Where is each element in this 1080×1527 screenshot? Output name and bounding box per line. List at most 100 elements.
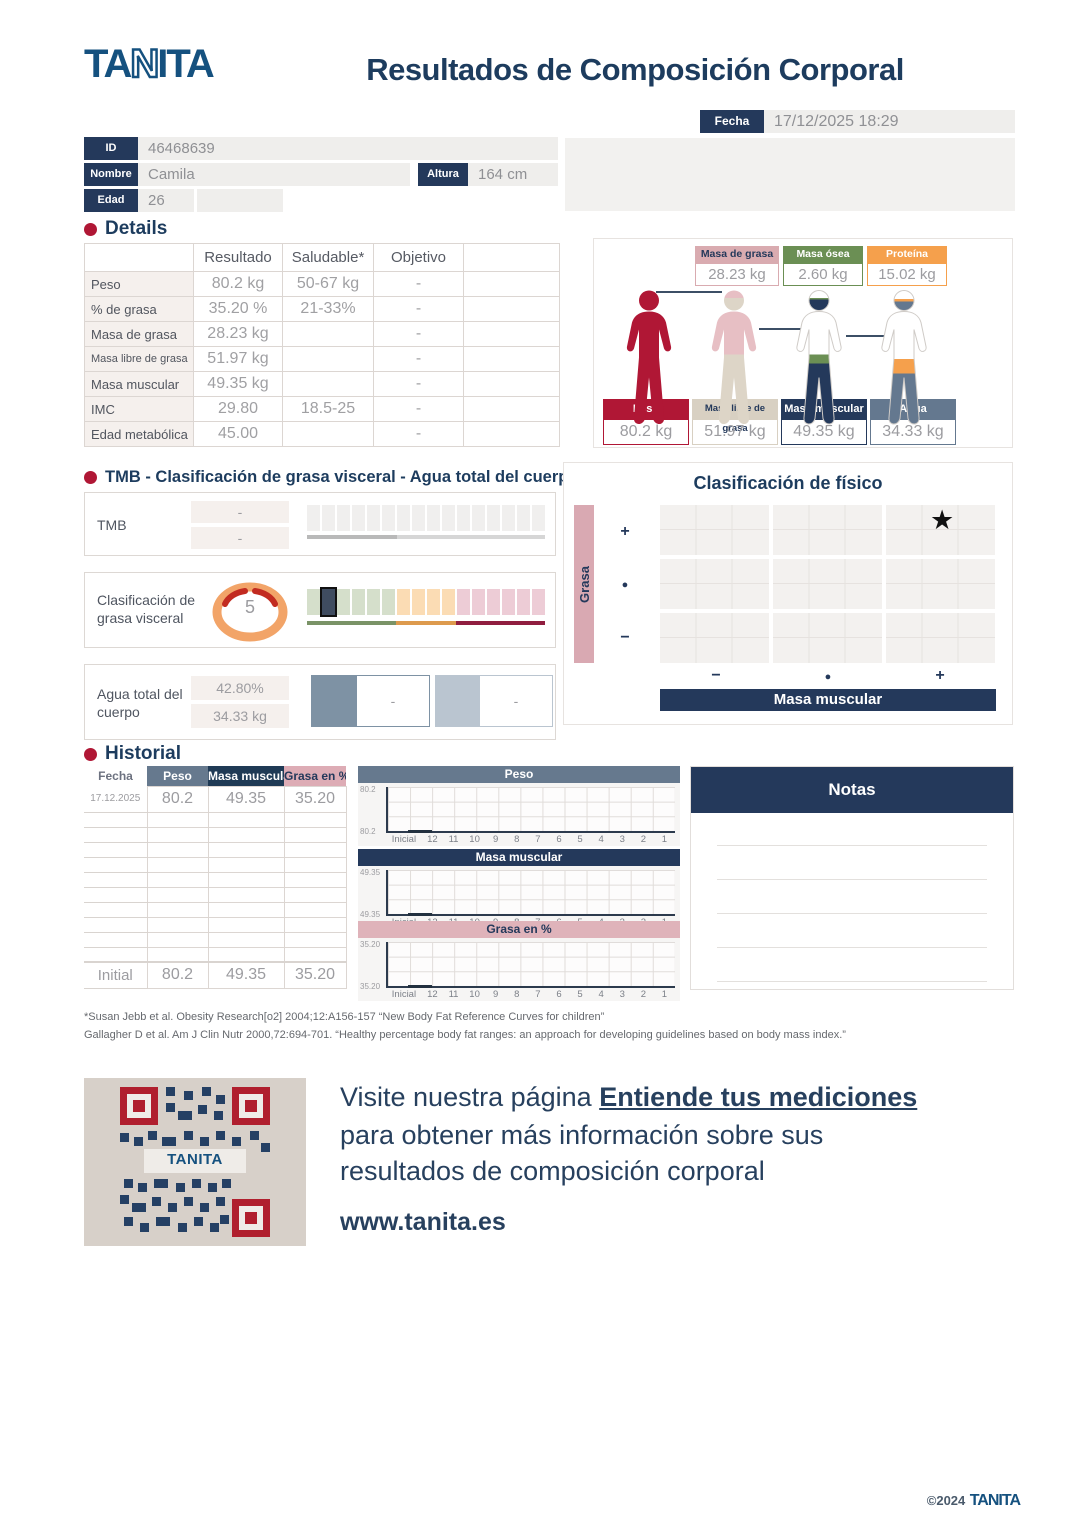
agua-swatch-2 [435, 675, 479, 727]
notas-panel: Notas [690, 766, 1014, 990]
physique-y-axis-bar: Grasa [574, 505, 594, 663]
data-point-mark [408, 913, 433, 916]
footnote-2: Gallagher D et al. Am J Clin Nutr 2000,7… [84, 1029, 846, 1042]
visceral-value: 5 [244, 597, 255, 617]
visceral-panel: Clasificación de grasa visceral 5 [84, 572, 556, 648]
chart-peso: Peso 80.2 80.2 Inicial 12 11 10 9 8 7 6 5 4 3 2 1 [358, 766, 680, 846]
visit-text-line1: Visite nuestra página Entiende tus medic… [340, 1082, 918, 1112]
agua-kg: 34.33 kg [191, 704, 289, 728]
entiende-tus-mediciones-link[interactable]: Entiende tus mediciones [599, 1082, 918, 1112]
physique-cell-star: ★ [886, 505, 995, 555]
details-col-objetivo: Objetivo [373, 243, 464, 272]
data-point-mark [408, 830, 433, 833]
chart-plot-area [386, 942, 675, 988]
chart-grasa: Grasa en % 35.20 35.20 Inicial 12 11 10 9 8 7 6… [358, 921, 680, 1001]
details-section-header: Details [84, 218, 167, 240]
visceral-marker [320, 587, 337, 617]
edad-value: 26 [138, 189, 194, 212]
connector-line [846, 335, 890, 337]
footer-brand-logo: TANITA [969, 1492, 1021, 1509]
footnote-1: *Susan Jebb et al. Obesity Research[o2] … [84, 1011, 605, 1023]
fecha-value: 17/12/2025 18:29 [764, 110, 1015, 133]
tmb-section-title: TMB - Clasificación de grasa visceral - … [105, 468, 579, 486]
nota-line [717, 913, 987, 914]
chart-plot-area [386, 870, 675, 916]
chart-peso-title: Peso [358, 766, 680, 783]
agua-swatch-1 [311, 675, 356, 727]
x-mark-mid: ● [824, 671, 832, 683]
qr-code: TANITA [84, 1078, 306, 1246]
agua-percent: 42.80% [191, 676, 289, 700]
masa-libre-grasa-label-box: Masa libre de grasa 51.97 kg [692, 399, 778, 445]
peso-label-box: Peso 80.2 kg [603, 399, 689, 445]
altura-value: 164 cm [468, 163, 558, 186]
visit-text-line3: resultados de composición corporal [340, 1156, 765, 1186]
footnotes: *Susan Jebb et al. Obesity Research[o2] … [84, 1008, 994, 1044]
fecha-label: Fecha [700, 110, 764, 133]
header-empty-box [565, 138, 1015, 211]
masa-osea-label-box: Masa ósea 2.60 kg [783, 246, 863, 286]
chart-grasa-title: Grasa en % [358, 921, 680, 938]
edad-label: Edad [84, 189, 138, 212]
physique-x-marks: − ● + [660, 667, 996, 687]
physique-title: Clasificación de físico [693, 473, 883, 493]
bullet-icon [84, 471, 97, 484]
details-col-resultado: Resultado [193, 243, 283, 272]
tmb-scale-underline [307, 535, 545, 539]
body-figure-masa-libre-grasa [711, 290, 757, 425]
id-label: ID [84, 137, 138, 160]
y-mark-minus: − [620, 628, 630, 646]
chart-masa-muscular-title: Masa muscular [358, 849, 680, 866]
nota-line [717, 981, 987, 982]
tanita-url-link[interactable]: www.tanita.es [340, 1208, 506, 1236]
physique-x-axis-label: Masa muscular [660, 689, 996, 711]
body-diagram-panel: Masa de grasa 28.23 kg Masa ósea 2.60 kg… [593, 238, 1013, 448]
historial-section-title: Historial [105, 743, 182, 764]
physique-panel: Clasificación de físico Grasa + ● − ★ − … [563, 462, 1013, 725]
data-point-mark [408, 985, 433, 988]
logo-part-outline: N [129, 41, 160, 88]
physique-y-axis-label: Grasa [576, 565, 592, 603]
id-value: 46468639 [138, 137, 558, 160]
edad-empty-box [197, 189, 283, 212]
details-section-title: Details [105, 218, 168, 239]
logo-part: ITA [157, 42, 214, 86]
qr-center-label: TANITA [167, 1151, 223, 1168]
tmb-section-header: TMB - Clasificación de grasa visceral - … [84, 468, 578, 487]
visceral-scale-underline [307, 621, 545, 625]
body-figure-agua [881, 290, 927, 425]
nota-line [717, 879, 987, 880]
connector-line [656, 291, 722, 293]
agua-panel: Agua total del cuerpo 42.80% 34.33 kg - … [84, 664, 556, 740]
connector-line [759, 328, 805, 330]
bullet-icon [84, 222, 97, 236]
historial-table: Fecha Peso Masa muscular Grasa en % 17.1… [84, 766, 347, 989]
tmb-scale-bar [307, 505, 545, 531]
footer: ©2024 TANITA [890, 1492, 1021, 1510]
qr-pattern [120, 1087, 270, 1237]
historial-section-header: Historial [84, 743, 181, 765]
physique-grid: ★ [660, 505, 996, 663]
x-mark-minus: − [711, 667, 721, 684]
chart-masa-muscular: Masa muscular 49.35 49.35 Inicial1211109… [358, 849, 680, 929]
y-axis-min: 80.2 [360, 827, 376, 836]
nota-line [717, 845, 987, 846]
visit-text-line2: para obtener más información sobre sus [340, 1120, 824, 1150]
footer-copyright: ©2024 [926, 1493, 966, 1508]
details-col-saludable: Saludable* [282, 243, 374, 272]
nota-line [717, 947, 987, 948]
details-table: Resultado Saludable* Objetivo Peso 80.2 kg 5… [84, 243, 560, 447]
body-figure-peso [626, 290, 672, 425]
altura-label: Altura [418, 163, 468, 186]
nombre-label: Nombre [84, 163, 138, 186]
body-figure-masa-muscular [796, 290, 842, 425]
y-axis-max: 80.2 [360, 785, 376, 794]
tmb-label: TMB [97, 517, 127, 533]
tmb-value-2: - [191, 527, 289, 549]
y-axis-min: 49.35 [360, 910, 381, 919]
chart-plot-area [386, 787, 675, 833]
visceral-scale-bar [307, 587, 545, 617]
tmb-panel: TMB - - [84, 492, 556, 556]
